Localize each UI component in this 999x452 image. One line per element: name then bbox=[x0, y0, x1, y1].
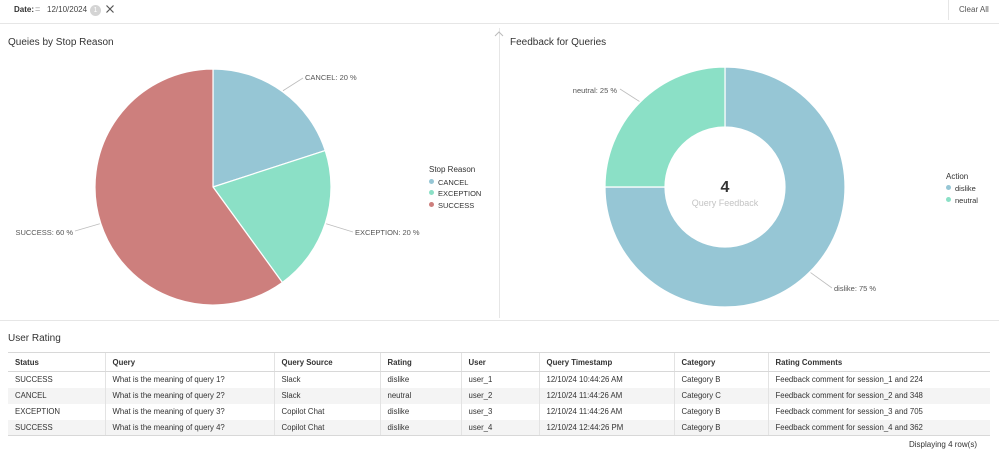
legend-item-exception[interactable]: EXCEPTION bbox=[429, 189, 481, 198]
column-header-query-source[interactable]: Query Source bbox=[273, 352, 380, 372]
legend-item-neutral[interactable]: neutral bbox=[946, 196, 978, 205]
slice-label-cancel: CANCEL: 20 % bbox=[305, 73, 357, 82]
cell-timestamp: 12/10/24 12:44:26 PM bbox=[538, 419, 674, 436]
column-header-rating[interactable]: Rating bbox=[379, 352, 461, 372]
cell-comments: Feedback comment for session_3 and 705 bbox=[767, 403, 990, 420]
table-row[interactable]: CANCEL What is the meaning of query 2? S… bbox=[8, 387, 990, 404]
column-header-query[interactable]: Query bbox=[104, 352, 274, 372]
cell-query: What is the meaning of query 2? bbox=[104, 387, 274, 404]
table-header-row: Status Query Query Source Rating User Qu… bbox=[8, 352, 990, 372]
cell-query: What is the meaning of query 1? bbox=[104, 371, 274, 388]
column-header-status[interactable]: Status bbox=[8, 352, 105, 372]
filter-count-badge: 1 bbox=[90, 5, 101, 16]
row-count: Displaying 4 row(s) bbox=[908, 440, 977, 449]
cell-category: Category C bbox=[673, 387, 768, 404]
cell-rating: dislike bbox=[379, 403, 461, 420]
cell-timestamp: 12/10/24 11:44:26 AM bbox=[538, 387, 674, 404]
cell-status: EXCEPTION bbox=[8, 403, 105, 420]
filter-bar: Date: = 12/10/2024 1 Clear All bbox=[0, 0, 999, 24]
pie-slice-cancel bbox=[212, 68, 326, 188]
cell-status: SUCCESS bbox=[8, 419, 105, 436]
leader-line-neutral bbox=[619, 88, 640, 102]
clear-all-button[interactable]: Clear All bbox=[959, 5, 989, 14]
cell-category: Category B bbox=[673, 419, 768, 436]
cell-comments: Feedback comment for session_2 and 348 bbox=[767, 387, 990, 404]
column-header-query-timestamp[interactable]: Query Timestamp bbox=[538, 352, 674, 372]
close-icon[interactable] bbox=[104, 2, 116, 16]
leader-line-exception bbox=[326, 223, 354, 233]
legend-label: dislike bbox=[955, 184, 976, 193]
cell-user: user_2 bbox=[460, 387, 539, 404]
filter-divider bbox=[948, 0, 949, 20]
cell-rating: dislike bbox=[379, 371, 461, 388]
panel-divider bbox=[499, 28, 500, 318]
stop-reason-legend-title: Stop Reason bbox=[429, 165, 476, 174]
cell-user: user_3 bbox=[460, 403, 539, 420]
filter-label: Date: bbox=[14, 5, 35, 14]
charts-canvas: CANCEL: 20 % EXCEPTION: 20 % SUCCESS: 60 %… bbox=[15, 66, 876, 308]
pie-slice-success bbox=[94, 68, 284, 306]
column-header-category[interactable]: Category bbox=[673, 352, 768, 372]
feedback-title: Feedback for Queries bbox=[510, 37, 607, 48]
slice-label-dislike: dislike: 75 % bbox=[834, 284, 876, 293]
cell-rating: neutral bbox=[379, 387, 461, 404]
slice-label-neutral: neutral: 25 % bbox=[573, 86, 618, 95]
pie-slice-neutral bbox=[604, 66, 726, 188]
filter-operator: = bbox=[35, 4, 41, 14]
slice-label-exception: EXCEPTION: 20 % bbox=[355, 228, 420, 237]
pie-slice-exception bbox=[212, 149, 332, 284]
column-header-rating-comments[interactable]: Rating Comments bbox=[767, 352, 990, 372]
legend-item-dislike[interactable]: dislike bbox=[946, 184, 976, 193]
legend-label: CANCEL bbox=[438, 178, 469, 187]
cell-comments: Feedback comment for session_4 and 362 bbox=[767, 419, 990, 436]
legend-label: EXCEPTION bbox=[438, 189, 482, 198]
cell-timestamp: 12/10/24 10:44:26 AM bbox=[538, 371, 674, 388]
legend-dot bbox=[946, 197, 951, 202]
chevron-up-icon[interactable] bbox=[493, 25, 505, 37]
legend-item-cancel[interactable]: CANCEL bbox=[429, 178, 468, 187]
legend-dot bbox=[429, 179, 434, 184]
table-row[interactable]: SUCCESS What is the meaning of query 1? … bbox=[8, 371, 990, 388]
leader-line-dislike bbox=[810, 272, 833, 289]
cell-query-source: Copilot Chat bbox=[273, 403, 380, 420]
action-legend-title: Action bbox=[946, 172, 969, 181]
filter-value[interactable]: 12/10/2024 bbox=[47, 5, 88, 14]
legend-label: SUCCESS bbox=[438, 201, 475, 210]
user-rating-title: User Rating bbox=[8, 333, 61, 344]
cell-user: user_1 bbox=[460, 371, 539, 388]
legend-label: neutral bbox=[955, 196, 978, 205]
cell-query: What is the meaning of query 3? bbox=[104, 403, 274, 420]
cell-query-source: Slack bbox=[273, 371, 380, 388]
legend-dot bbox=[429, 190, 434, 195]
user-rating-table: Status Query Query Source Rating User Qu… bbox=[8, 352, 990, 436]
cell-rating: dislike bbox=[379, 419, 461, 436]
cell-query-source: Slack bbox=[273, 387, 380, 404]
legend-dot bbox=[946, 185, 951, 190]
cell-status: CANCEL bbox=[8, 387, 105, 404]
table-row[interactable]: EXCEPTION What is the meaning of query 3… bbox=[8, 403, 990, 420]
donut-center-value: 4 bbox=[721, 179, 730, 196]
section-divider bbox=[0, 320, 999, 321]
column-header-user[interactable]: User bbox=[460, 352, 539, 372]
slice-label-success: SUCCESS: 60 % bbox=[15, 228, 73, 237]
legend-dot bbox=[429, 202, 434, 207]
cell-status: SUCCESS bbox=[8, 371, 105, 388]
stop-reason-title: Queies by Stop Reason bbox=[8, 37, 114, 48]
cell-comments: Feedback comment for session_1 and 224 bbox=[767, 371, 990, 388]
cell-timestamp: 12/10/24 11:44:26 AM bbox=[538, 403, 674, 420]
donut-center-label: Query Feedback bbox=[692, 198, 759, 208]
leader-line-success bbox=[74, 223, 100, 232]
cell-query: What is the meaning of query 4? bbox=[104, 419, 274, 436]
cell-category: Category B bbox=[673, 403, 768, 420]
table-row[interactable]: SUCCESS What is the meaning of query 4? … bbox=[8, 419, 990, 436]
cell-query-source: Copilot Chat bbox=[273, 419, 380, 436]
leader-line-cancel bbox=[282, 77, 304, 92]
legend-item-success[interactable]: SUCCESS bbox=[429, 201, 474, 210]
pie-slice-dislike bbox=[604, 66, 846, 308]
cell-user: user_4 bbox=[460, 419, 539, 436]
cell-category: Category B bbox=[673, 371, 768, 388]
